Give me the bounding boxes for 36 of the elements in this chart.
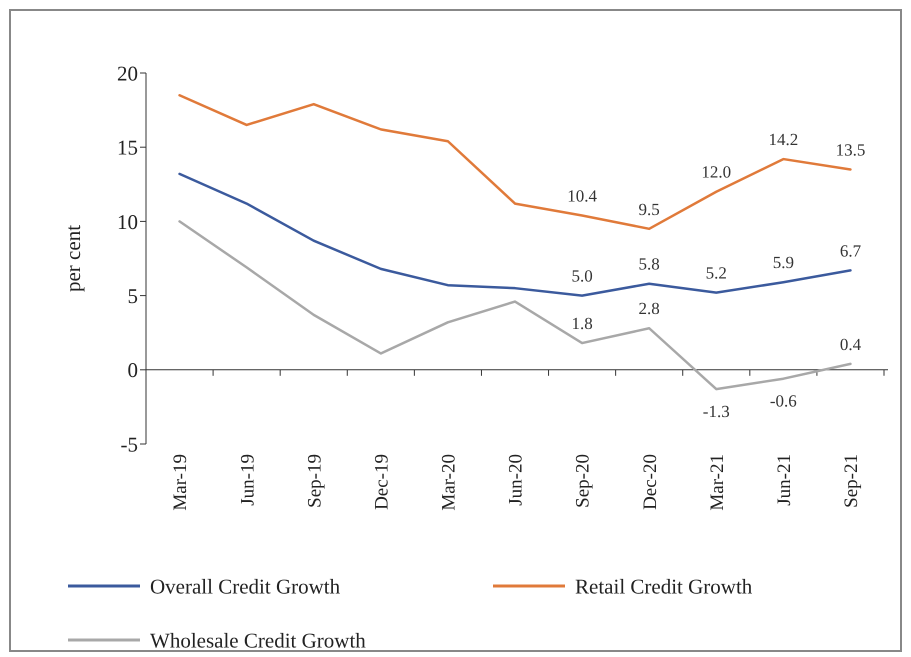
x-tick-label: Dec-20 [640, 454, 661, 510]
data-label: 12.0 [701, 162, 732, 182]
data-label: 9.5 [638, 200, 660, 219]
x-tick-label: Jun-20 [506, 454, 527, 506]
y-tick-label: 5 [128, 284, 138, 308]
x-tick-label: Sep-20 [572, 454, 594, 508]
x-tick-label: Sep-21 [841, 454, 862, 508]
legend-label: Retail Credit Growth [575, 574, 753, 598]
data-label: -0.6 [770, 392, 797, 411]
y-tick-label: 20 [117, 61, 138, 86]
data-label: 10.4 [567, 186, 598, 206]
legend-label: Overall Credit Growth [150, 574, 341, 598]
x-tick-label: Sep-19 [304, 454, 326, 508]
data-label: -1.3 [702, 402, 730, 422]
data-label: 14.2 [768, 130, 798, 150]
data-label: 5.2 [706, 264, 727, 283]
y-axis-title: per cent [61, 224, 85, 292]
data-label: 13.5 [836, 140, 866, 160]
x-tick-label: Jun-19 [237, 454, 258, 506]
data-label: 1.8 [571, 314, 593, 334]
data-label: 5.9 [772, 253, 794, 272]
y-tick-label: 15 [117, 136, 138, 160]
y-tick-label: 10 [117, 210, 138, 234]
data-label: 5.0 [571, 266, 593, 286]
x-tick-label: Mar-21 [706, 454, 728, 511]
legend-label: Wholesale Credit Growth [150, 628, 366, 652]
y-tick-label: -5 [120, 432, 138, 456]
data-label: 2.8 [638, 299, 660, 318]
x-tick-label: Mar-19 [170, 454, 192, 511]
x-tick-label: Jun-21 [774, 454, 796, 506]
x-tick-label: Mar-20 [438, 454, 460, 511]
y-tick-label: 0 [128, 358, 138, 382]
data-label: 6.7 [840, 241, 862, 260]
data-label: 5.8 [638, 254, 660, 274]
data-label: 0.4 [840, 334, 862, 354]
x-tick-label: Dec-19 [371, 454, 392, 510]
